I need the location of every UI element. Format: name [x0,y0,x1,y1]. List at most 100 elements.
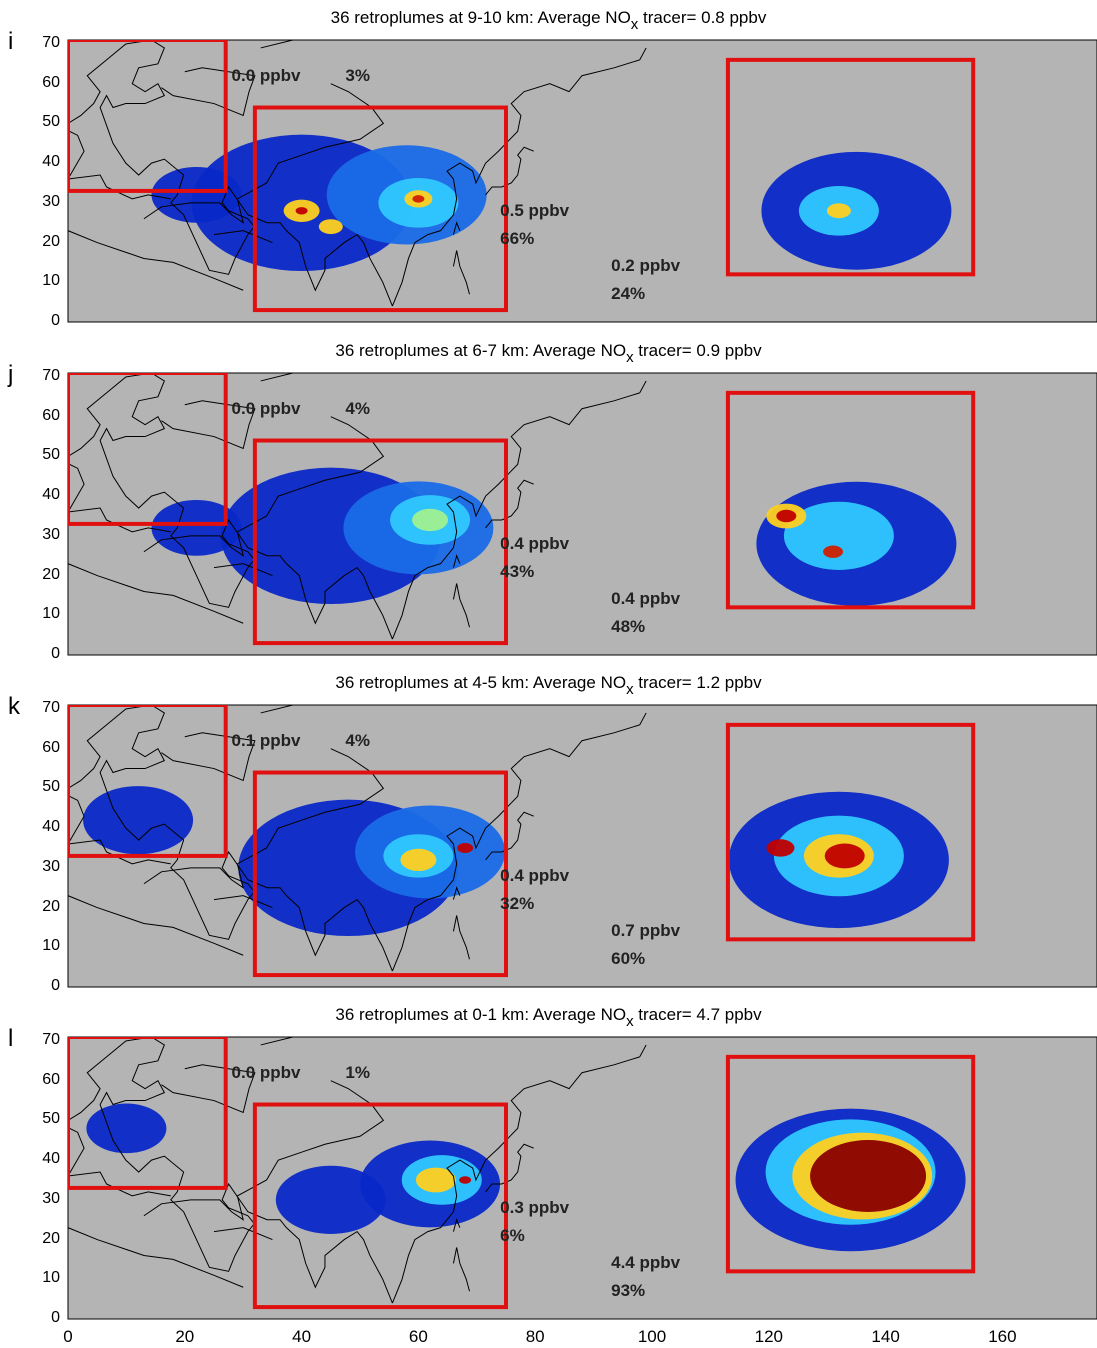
box-asia [252,1102,508,1310]
coastline [161,1064,256,1114]
plume-na [776,509,797,523]
y-tick-label: 30 [42,857,60,875]
coastline [68,373,393,640]
plume-asia [459,1176,472,1184]
plume-europe [83,786,194,855]
coastline [485,1143,534,1193]
coastline [68,1037,393,1304]
europe-percent: 3% [345,65,370,85]
coastline [161,400,256,450]
y-tick-label: 70 [42,366,60,384]
north-america-percent: 60% [611,949,646,969]
y-tick-label: 60 [42,738,60,756]
coastline [143,748,385,889]
europe-ppbv: 0.0 ppbv [231,398,301,418]
y-tick-label: 10 [42,605,60,623]
plume-na [824,843,865,869]
asia-ppbv: 0.3 ppbv [500,1197,570,1217]
europe-percent: 4% [345,730,370,750]
box-north-america [725,1054,976,1274]
coastline [39,1116,61,1172]
europe-percent: 4% [345,398,370,418]
y-tick-label: 40 [42,486,60,504]
y-tick-label: 70 [42,698,60,716]
box-europe [68,705,228,858]
plume-asia [457,843,474,853]
y-tick-label: 20 [42,232,60,250]
box-north-america [725,57,976,277]
asia-percent: 66% [500,228,535,248]
plume-asia [412,508,449,532]
x-tick-label: 160 [988,1327,1017,1346]
box-asia [252,105,508,313]
plume-asia [295,207,308,215]
y-tick-label: 0 [51,312,60,329]
coastline [452,250,470,295]
y-tick-label: 30 [42,1189,60,1207]
y-tick-label: 50 [42,1110,60,1128]
y-tick-label: 10 [42,272,60,290]
plume-na [766,839,795,857]
box-europe [68,40,228,193]
y-tick-label: 40 [42,818,60,836]
asia-percent: 32% [500,893,535,913]
y-tick-label: 70 [42,1030,60,1048]
asia-percent: 6% [500,1225,525,1245]
plume-na [826,203,851,219]
coastline [452,583,470,628]
y-tick-label: 20 [42,897,60,915]
y-tick-label: 0 [51,977,60,994]
coastline [452,221,461,235]
coastline [68,1226,69,1228]
coastline [391,47,647,307]
plume-asia [318,219,343,235]
coastline [161,732,256,782]
coastline [452,554,461,568]
asia-ppbv: 0.5 ppbv [500,200,570,220]
coastline [213,895,273,909]
coastline [143,1080,385,1221]
coastline [68,705,393,972]
north-america-percent: 24% [611,284,646,304]
asia-ppbv: 0.4 ppbv [500,865,570,885]
x-tick-label: 80 [525,1327,545,1346]
y-tick-label: 20 [42,565,60,583]
x-tick-label: 40 [292,1327,312,1346]
x-tick-label: 140 [871,1327,900,1346]
plume-na [783,501,894,570]
box-north-america [725,390,976,610]
coastline [391,712,647,972]
panel-letter: l [8,1025,14,1052]
box-europe [68,373,228,526]
box-asia [252,438,508,646]
plume-na [823,545,844,558]
y-tick-label: 0 [51,1309,60,1326]
north-america-percent: 93% [611,1281,646,1301]
asia-percent: 43% [500,561,535,581]
coastline [68,1226,244,1288]
plume-europe [151,500,242,556]
plume-asia [275,1165,386,1234]
panel-letter: j [8,361,14,388]
coastline [161,67,256,117]
y-tick-label: 10 [42,1269,60,1287]
x-tick-label: 100 [637,1327,667,1346]
asia-ppbv: 0.4 ppbv [500,533,570,553]
y-tick-label: 30 [42,192,60,210]
north-america-ppbv: 0.4 ppbv [611,589,681,609]
coastline [391,1044,647,1304]
coastline [485,811,534,861]
north-america-percent: 48% [611,617,646,637]
plume-asia [412,195,425,203]
coastline [68,894,244,956]
coastline [391,380,647,640]
panel-title: 36 retroplumes at 6-7 km: Average NOx tr… [335,341,762,366]
coastline [260,40,486,49]
plume-asia [400,848,437,872]
plume-na [810,1140,927,1212]
x-tick-label: 20 [175,1327,195,1346]
panel-title: 36 retroplumes at 0-1 km: Average NOx tr… [335,1005,762,1030]
